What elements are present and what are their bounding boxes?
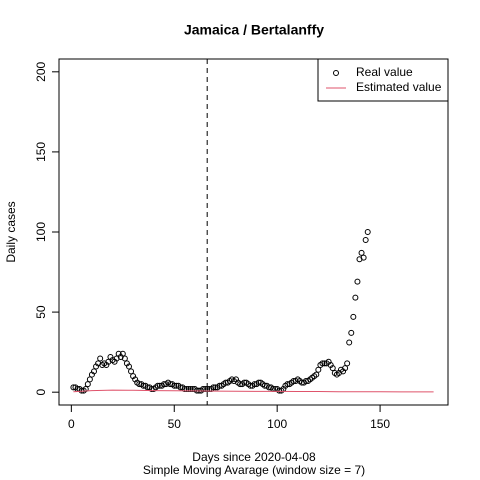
data-point: [315, 366, 322, 373]
data-point: [121, 355, 128, 362]
y-tick-label: 0: [34, 389, 48, 396]
data-point: [84, 381, 91, 388]
legend-label: Estimated value: [356, 80, 442, 94]
data-point: [125, 363, 132, 370]
data-point: [86, 376, 93, 383]
data-point: [329, 365, 336, 372]
data-point: [181, 385, 188, 392]
plot-frame: [58, 58, 449, 406]
data-point: [348, 329, 355, 336]
data-point: [358, 249, 365, 256]
data-point: [90, 368, 97, 375]
data-point: [119, 350, 126, 357]
y-tick-label: 150: [34, 142, 48, 162]
x-tick-label: 50: [168, 417, 182, 431]
data-point: [362, 237, 369, 244]
x-tick-label: 100: [267, 417, 287, 431]
data-point: [352, 294, 359, 301]
data-point: [183, 385, 190, 392]
legend-box: [317, 58, 449, 102]
y-tick-label: 100: [34, 222, 48, 242]
data-point: [364, 229, 371, 235]
data-point: [346, 339, 353, 346]
x-axis-label: Days since 2020-04-08: [192, 450, 316, 464]
data-point: [350, 313, 357, 320]
legend-label: Real value: [356, 65, 413, 79]
data-point: [185, 385, 192, 392]
y-tick-label: 50: [34, 305, 48, 319]
data-point: [97, 355, 104, 362]
chart-title: Jamaica / Bertalanffy: [184, 22, 324, 38]
data-point: [313, 371, 320, 378]
data-point: [128, 368, 135, 375]
data-point: [210, 384, 217, 391]
x-tick-label: 0: [68, 417, 75, 431]
data-point: [154, 382, 161, 389]
y-tick-label: 200: [34, 61, 48, 81]
estimated-line: [73, 389, 434, 393]
y-axis-label: Daily cases: [4, 201, 18, 262]
subtitle: Simple Moving Avarage (window size = 7): [143, 463, 365, 477]
legend-swatch: [333, 70, 339, 76]
data-point: [344, 360, 351, 367]
data-point: [171, 382, 178, 389]
data-point: [342, 365, 349, 372]
data-point: [354, 278, 361, 285]
x-tick-label: 150: [370, 417, 390, 431]
data-point: [360, 254, 367, 261]
data-point: [187, 385, 194, 392]
data-point: [82, 385, 89, 392]
data-point: [200, 385, 207, 392]
data-point: [319, 360, 326, 367]
